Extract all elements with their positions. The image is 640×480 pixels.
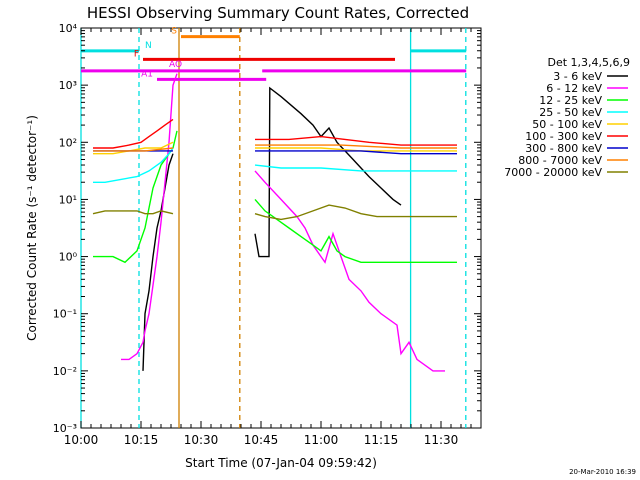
flag-bar-label: F bbox=[134, 49, 139, 59]
axes: 10⁻³ 10⁻² 10⁻¹ 10⁰ 10¹ 10² 10³ 10⁴ 10:00 10:15 10:… bbox=[53, 22, 482, 447]
flag-bars: N S F AO A1 bbox=[81, 27, 467, 81]
series-line bbox=[142, 153, 174, 371]
x-tick-label: 11:00 bbox=[304, 433, 339, 447]
flag-bar-label: A1 bbox=[141, 69, 153, 79]
y-tick-label: 10⁴ bbox=[59, 22, 78, 35]
flag-bar-label: N bbox=[145, 41, 152, 51]
x-tick-label: 10:15 bbox=[124, 433, 159, 447]
legend-entry-label: 7000 - 20000 keV bbox=[504, 166, 602, 179]
legend-title: Det 1,3,4,5,6,9 bbox=[547, 56, 630, 69]
legend-entry-label: 12 - 25 keV bbox=[539, 94, 602, 107]
legend-entry-label: 3 - 6 keV bbox=[553, 70, 602, 83]
legend-entry-label: 25 - 50 keV bbox=[539, 106, 602, 119]
legend-entry-label: 50 - 100 keV bbox=[532, 118, 602, 131]
x-axis-label: Start Time (07-Jan-04 09:59:42) bbox=[185, 456, 377, 470]
x-tick-label: 11:15 bbox=[364, 433, 399, 447]
series-line bbox=[254, 170, 445, 372]
vertical-markers bbox=[80, 28, 467, 428]
x-tick-label: 10:00 bbox=[64, 433, 99, 447]
legend-entry-label: 100 - 300 keV bbox=[525, 130, 602, 143]
series-line bbox=[92, 210, 174, 215]
series-line bbox=[254, 86, 402, 258]
y-tick-label: 10⁰ bbox=[59, 251, 78, 264]
series-line bbox=[121, 73, 178, 361]
y-axis-label: Corrected Count Rate (s⁻¹ detector⁻¹) bbox=[25, 115, 39, 341]
series-line bbox=[93, 118, 174, 149]
x-tick-label: 11:30 bbox=[424, 433, 459, 447]
y-tick-label: 10⁻² bbox=[53, 365, 77, 378]
y-tick-label: 10² bbox=[59, 136, 77, 149]
legend-entry-label: 300 - 800 keV bbox=[525, 142, 602, 155]
series-line bbox=[254, 204, 457, 221]
series-lines bbox=[92, 73, 457, 372]
y-tick-label: 10⁻¹ bbox=[53, 308, 77, 321]
flag-bar-label: AO bbox=[169, 60, 182, 70]
series-line bbox=[255, 150, 457, 155]
plot-frame bbox=[80, 27, 482, 429]
footer-timestamp: 20-Mar-2010 16:39 bbox=[569, 468, 636, 476]
x-tick-label: 10:45 bbox=[244, 433, 279, 447]
series-line bbox=[254, 164, 457, 172]
series-line bbox=[255, 147, 457, 152]
series-line bbox=[255, 144, 457, 149]
series-line bbox=[254, 198, 457, 263]
flag-bar-label: S bbox=[171, 27, 177, 37]
series-line bbox=[93, 141, 174, 155]
series-line bbox=[93, 147, 174, 183]
y-tick-label: 10⁻³ bbox=[53, 422, 77, 435]
y-tick-label: 10³ bbox=[59, 79, 77, 92]
legend-entry-label: 6 - 12 keV bbox=[546, 82, 602, 95]
series-line bbox=[93, 147, 174, 152]
chart-title: HESSI Observing Summary Count Rates, Cor… bbox=[87, 4, 469, 22]
series-line bbox=[255, 135, 457, 146]
x-tick-label: 10:30 bbox=[184, 433, 219, 447]
y-tick-label: 10¹ bbox=[59, 193, 77, 206]
legend-entry-label: 800 - 7000 keV bbox=[518, 154, 602, 167]
